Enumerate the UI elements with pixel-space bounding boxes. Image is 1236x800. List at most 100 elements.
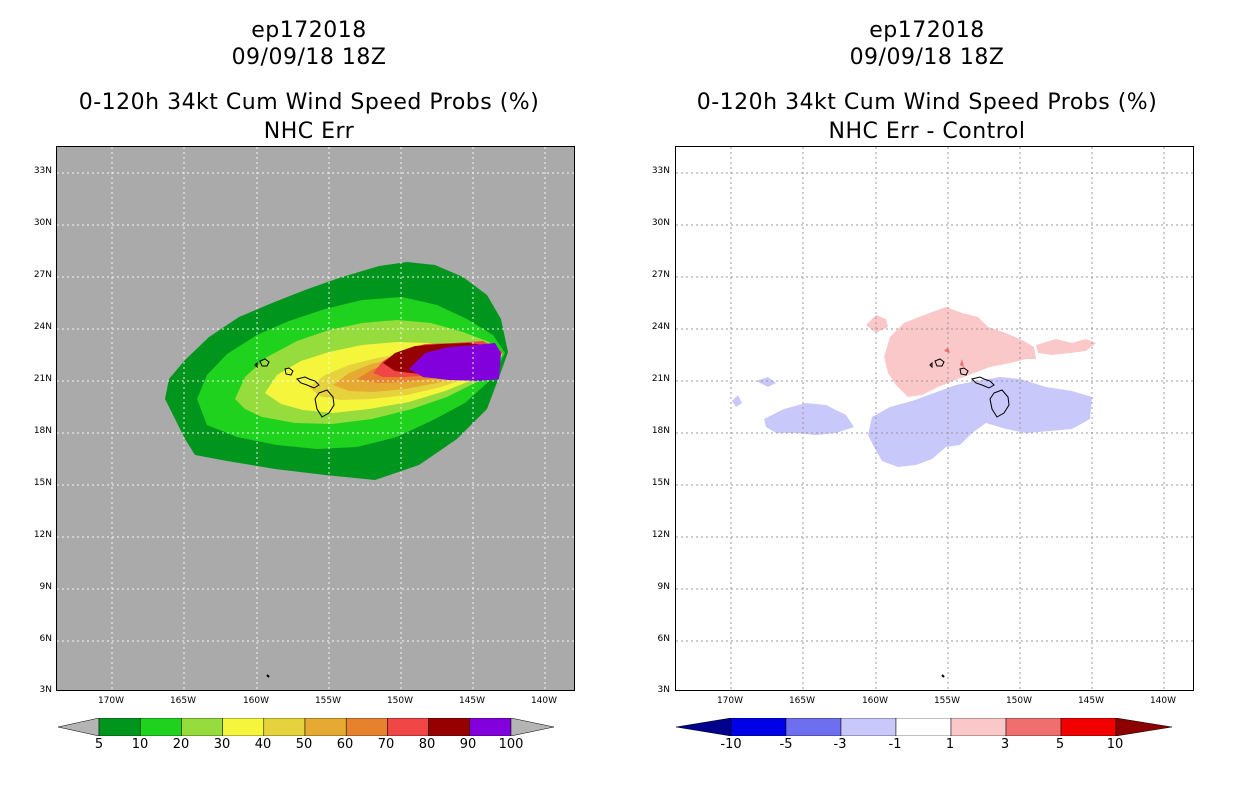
lat-label: 18N — [651, 426, 670, 436]
colorbar-label: 10 — [131, 737, 149, 752]
right-colorbar — [676, 718, 1172, 736]
colorbar-label: 90 — [459, 737, 477, 752]
lat-label: 24N — [651, 322, 670, 332]
colorbar-cell — [304, 718, 347, 736]
colorbar-cell — [785, 718, 842, 736]
colorbar-label: -10 — [720, 737, 742, 752]
right-map — [675, 146, 1194, 691]
left-map-svg — [57, 147, 574, 690]
lon-label: 145W — [1077, 696, 1105, 706]
island-molokai-maui — [296, 376, 320, 389]
colorbar-cell — [345, 718, 388, 736]
diff-negative-areas — [732, 377, 1092, 467]
lat-label: 21N — [651, 374, 670, 384]
lat-label: 30N — [33, 218, 52, 228]
left-colorbar — [58, 718, 554, 736]
island-johnston — [941, 674, 945, 678]
colorbar-cell — [950, 718, 1007, 736]
lat-label: 9N — [657, 582, 670, 592]
lat-label: 21N — [33, 374, 52, 384]
colorbar-cell — [428, 718, 471, 736]
island-kauai — [934, 358, 945, 367]
right-grid — [676, 147, 1193, 690]
colorbar-label: 30 — [213, 737, 231, 752]
right-product-title: 0-120h 34kt Cum Wind Speed Probs (%) — [696, 90, 1158, 115]
left-panel: ep172018 09/09/18 18Z 0-120h 34kt Cum Wi… — [33, 18, 575, 752]
colorbar-cell — [1005, 718, 1062, 736]
lon-label: 160W — [861, 696, 889, 706]
lat-label: 33N — [651, 166, 670, 176]
hawaiian-islands — [929, 358, 1010, 678]
lat-label: 15N — [33, 478, 52, 488]
colorbar-label: 50 — [295, 737, 313, 752]
lat-label: 3N — [657, 685, 670, 695]
island-oahu — [959, 367, 969, 376]
right-storm-id: ep172018 — [869, 18, 985, 43]
colorbar-label: -3 — [833, 737, 847, 752]
lon-label: 165W — [788, 696, 816, 706]
lon-label: 160W — [242, 696, 270, 706]
diff-area-negative — [756, 377, 776, 387]
colorbar-cell — [1060, 718, 1117, 736]
lon-label: 140W — [1149, 696, 1177, 706]
diff-area-negative — [764, 403, 854, 435]
diff-area-positive — [866, 315, 888, 333]
island-hawaii — [989, 389, 1010, 418]
lat-label: 6N — [39, 634, 52, 644]
colorbar-label: 1 — [945, 737, 955, 752]
lat-label: 18N — [33, 426, 52, 436]
left-storm-id: ep172018 — [251, 18, 367, 43]
colorbar-label: -1 — [888, 737, 902, 752]
lat-label: 9N — [39, 582, 52, 592]
lon-label: 170W — [716, 696, 744, 706]
colorbar-cell — [222, 718, 265, 736]
colorbar-cell — [139, 718, 182, 736]
right-datetime: 09/09/18 18Z — [849, 45, 1005, 70]
island-hawaii — [314, 389, 335, 418]
left-grid — [57, 147, 574, 690]
colorbar-cell — [263, 718, 306, 736]
colorbar-label: 100 — [498, 737, 524, 752]
colorbar-cell — [840, 718, 897, 736]
lat-label: 6N — [657, 634, 670, 644]
island-johnston — [266, 674, 270, 678]
island-kauai — [259, 358, 270, 367]
lon-label: 155W — [933, 696, 961, 706]
lat-label: 12N — [651, 530, 670, 540]
colorbar-label: 80 — [418, 737, 436, 752]
lat-label: 3N — [39, 685, 52, 695]
colorbar-label: 40 — [254, 737, 272, 752]
lat-label: 24N — [33, 322, 52, 332]
colorbar-cell — [469, 718, 512, 736]
lon-label: 155W — [314, 696, 342, 706]
colorbar-cell — [181, 718, 223, 736]
lon-label: 170W — [97, 696, 125, 706]
lat-label: 12N — [33, 530, 52, 540]
prob-band-90 — [409, 343, 501, 381]
colorbar-low-arrow — [58, 718, 100, 736]
lon-label: 150W — [1005, 696, 1033, 706]
right-map-svg — [676, 147, 1193, 690]
lat-label: 27N — [33, 270, 52, 280]
lat-label: 15N — [651, 478, 670, 488]
diff-area-positive-strong — [960, 359, 964, 367]
colorbar-label: 5 — [94, 737, 104, 752]
right-product-subtitle: NHC Err - Control — [828, 119, 1026, 144]
diff-area-negative — [732, 395, 742, 407]
colorbar-label: 10 — [1106, 737, 1124, 752]
colorbar-label: 5 — [1055, 737, 1065, 752]
colorbar-label: 3 — [1000, 737, 1010, 752]
island-molokai-maui — [971, 376, 995, 389]
colorbar-cell — [387, 718, 429, 736]
left-product-subtitle: NHC Err — [263, 119, 355, 144]
diff-area-negative — [868, 377, 1092, 467]
colorbar-cell — [895, 718, 952, 736]
lat-label: 30N — [651, 218, 670, 228]
lon-label: 165W — [169, 696, 197, 706]
lon-label: 150W — [386, 696, 414, 706]
lon-label: 145W — [458, 696, 486, 706]
colorbar-label: 60 — [336, 737, 354, 752]
island-oahu — [284, 367, 294, 376]
lat-label: 27N — [651, 270, 670, 280]
colorbar-cell — [98, 718, 141, 736]
